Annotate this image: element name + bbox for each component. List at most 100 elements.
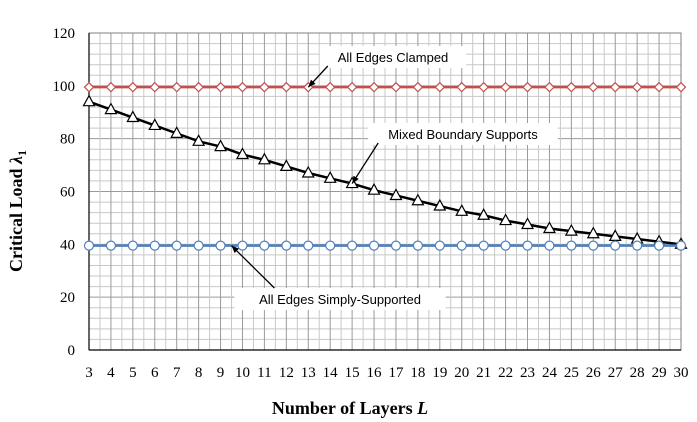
x-tick-label: 30 <box>674 365 689 381</box>
data-point <box>566 81 577 93</box>
annotations: All Edges Clamped Mixed Boundary Supports… <box>231 46 558 310</box>
data-point <box>675 240 687 251</box>
data-point <box>105 240 117 251</box>
y-tick-label: 60 <box>60 185 75 201</box>
data-point <box>609 81 621 93</box>
y-tick-label: 100 <box>53 79 76 95</box>
annotation-box <box>234 288 446 310</box>
data-point <box>455 204 469 216</box>
y-tick-label: 120 <box>53 26 76 42</box>
data-point <box>367 182 381 195</box>
x-tick-label: 26 <box>586 365 602 381</box>
data-point <box>412 81 424 93</box>
y-tick-label: 80 <box>60 132 75 148</box>
x-tick-label: 19 <box>432 365 447 381</box>
data-point <box>521 217 535 230</box>
data-point <box>632 240 643 251</box>
grid <box>88 32 682 351</box>
data-point <box>127 240 138 251</box>
data-point <box>257 152 271 165</box>
data-point <box>171 81 183 93</box>
data-point <box>171 240 182 251</box>
y-tick-label: 20 <box>60 290 75 306</box>
data-point <box>653 81 665 93</box>
data-point <box>544 240 555 251</box>
data-point <box>499 213 513 226</box>
y-tick-label: 40 <box>60 237 75 253</box>
x-tick-label: 10 <box>235 365 250 381</box>
series-all-edges-clamped <box>83 81 687 93</box>
data-point <box>653 240 665 251</box>
data-point <box>631 81 643 93</box>
data-point <box>433 198 447 211</box>
data-point <box>104 102 118 115</box>
x-tick-label: 7 <box>173 365 181 381</box>
annotation: All Edges Clamped <box>307 46 467 88</box>
data-point <box>235 147 249 160</box>
data-point <box>346 81 358 93</box>
data-point <box>434 240 445 251</box>
x-tick-label: 5 <box>129 365 137 381</box>
x-tick-label: 3 <box>85 365 93 381</box>
data-point <box>434 81 446 93</box>
annotation: All Edges Simply-Supported <box>231 245 446 310</box>
data-point <box>544 81 555 93</box>
data-point <box>83 240 95 251</box>
data-point <box>281 240 292 251</box>
annotation-label: All Edges Clamped <box>338 50 449 65</box>
x-tick-label: 27 <box>608 365 624 381</box>
x-tick-label: 15 <box>345 365 360 381</box>
x-tick-label: 29 <box>652 365 667 381</box>
data-point <box>588 240 599 251</box>
data-point <box>149 81 161 93</box>
data-point <box>675 81 687 93</box>
data-point <box>587 81 599 93</box>
x-tick-label: 12 <box>279 365 294 381</box>
data-point <box>127 81 139 93</box>
y-tick-label: 0 <box>68 343 76 359</box>
series-mixed-boundary-supports <box>82 94 688 249</box>
data-point <box>500 240 511 251</box>
data-point <box>280 81 292 93</box>
annotation-box <box>319 46 467 68</box>
x-tick-label: 17 <box>388 365 404 381</box>
data-point <box>522 240 533 251</box>
x-tick-label: 14 <box>323 365 339 381</box>
data-point <box>542 221 556 234</box>
data-point <box>390 81 402 93</box>
data-point <box>478 240 489 251</box>
data-point <box>500 81 511 93</box>
data-point <box>586 226 600 239</box>
y-axis-title: Critical Load λ1 <box>6 150 29 272</box>
x-tick-label: 11 <box>257 365 271 381</box>
data-point <box>411 193 425 206</box>
tick-labels: 0 20 40 60 80 100 120 3 4 5 6 7 8 9 10 11 12 13 14 15 16 17 18… <box>53 26 689 381</box>
axes <box>88 32 682 351</box>
annotation-arrowhead <box>308 79 316 88</box>
data-point <box>149 240 160 251</box>
data-point <box>193 81 204 93</box>
x-tick-label: 20 <box>454 365 469 381</box>
data-point <box>237 81 248 93</box>
annotation-arrow <box>231 245 275 289</box>
data-point <box>215 240 226 251</box>
data-point <box>389 188 403 201</box>
annotation: Mixed Boundary Supports <box>351 123 558 184</box>
x-tick-label: 4 <box>107 365 115 381</box>
series-line <box>88 100 682 246</box>
data-point <box>368 240 380 251</box>
x-tick-label: 24 <box>542 365 558 381</box>
data-point <box>279 159 293 172</box>
data-point <box>564 223 578 236</box>
annotation-label: Mixed Boundary Supports <box>388 127 538 142</box>
data-point <box>478 81 490 93</box>
data-point <box>215 81 226 93</box>
x-tick-label: 28 <box>630 365 645 381</box>
x-tick-label: 16 <box>367 365 383 381</box>
data-point <box>192 134 206 146</box>
x-tick-label: 25 <box>564 365 579 381</box>
data-point <box>325 240 336 251</box>
x-tick-label: 22 <box>498 365 513 381</box>
data-point <box>412 240 423 251</box>
